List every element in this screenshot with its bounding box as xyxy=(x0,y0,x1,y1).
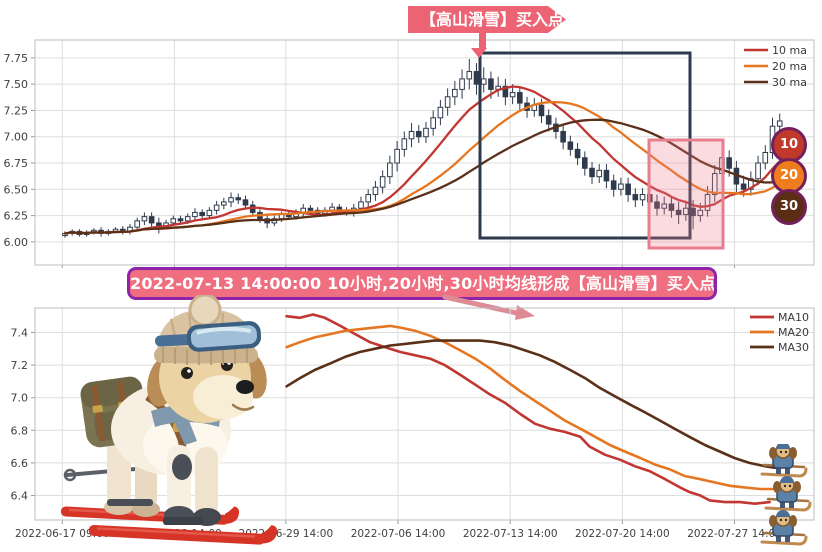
top-candlestick-chart: 6.00 6.25 6.50 6.75 7.00 7.25 7.50 7.75 10 ma 20 … xyxy=(4,39,815,268)
svg-text:6.00: 6.00 xyxy=(4,236,29,249)
ma10-line xyxy=(285,313,771,505)
pixel-skier-icon xyxy=(760,508,808,546)
legend: MA10 MA20 MA30 xyxy=(750,311,809,354)
svg-text:MA10: MA10 xyxy=(778,311,809,324)
ma20-line xyxy=(285,324,774,491)
svg-text:30 ma: 30 ma xyxy=(772,76,807,89)
pixel-skier-icon xyxy=(764,474,812,512)
svg-text:6.6: 6.6 xyxy=(11,457,29,470)
svg-text:7.2: 7.2 xyxy=(11,359,29,372)
dark-highlight-box xyxy=(478,51,692,240)
callout-down-arrowhead-icon xyxy=(471,48,487,58)
svg-text:6.25: 6.25 xyxy=(4,210,29,223)
svg-text:7.00: 7.00 xyxy=(4,131,29,144)
ma-30-line xyxy=(63,118,781,235)
svg-text:2022-07-06 14:00: 2022-07-06 14:00 xyxy=(351,528,446,540)
event-banner: 2022-07-13 14:00:00 10小时,20小时,30小时均线形成【高… xyxy=(127,267,717,300)
svg-text:2022-07-13 14:00: 2022-07-13 14:00 xyxy=(463,528,558,540)
pink-highlight-box xyxy=(647,138,725,250)
svg-text:MA30: MA30 xyxy=(778,341,809,354)
svg-text:10 ma: 10 ma xyxy=(772,44,807,57)
pixel-skier-icon xyxy=(760,444,808,478)
svg-text:2022-06-17 09:00: 2022-06-17 09:00 xyxy=(15,528,110,540)
ma30-line xyxy=(285,339,777,470)
dog-skier-image xyxy=(60,295,278,545)
svg-text:2022-07-27 14:00: 2022-07-27 14:00 xyxy=(687,528,782,540)
bottom-ma-line-chart: 6.4 6.6 6.8 7.0 7.2 7.4 2022-06-17 09:00 2022-0… xyxy=(11,307,815,540)
banner-pointer-arrow-icon xyxy=(442,294,535,320)
svg-text:6.75: 6.75 xyxy=(4,157,29,170)
svg-text:7.0: 7.0 xyxy=(11,392,29,405)
svg-text:2022-07-20 14:00: 2022-07-20 14:00 xyxy=(575,528,670,540)
ma30-badge: 30 xyxy=(771,189,807,225)
callout-down-arrow-icon xyxy=(479,32,486,49)
svg-text:7.4: 7.4 xyxy=(11,326,29,339)
svg-text:7.25: 7.25 xyxy=(4,104,29,117)
pixel-skier-stack xyxy=(760,444,812,546)
legend: 10 ma 20 ma 30 ma xyxy=(744,44,807,89)
svg-text:6.50: 6.50 xyxy=(4,183,29,196)
svg-text:6.4: 6.4 xyxy=(11,490,29,503)
svg-text:7.75: 7.75 xyxy=(4,52,29,65)
ma-10-line xyxy=(63,85,781,235)
svg-text:MA20: MA20 xyxy=(778,326,809,339)
buy-point-callout: 【高山滑雪】买入点 xyxy=(408,6,566,33)
svg-text:20 ma: 20 ma xyxy=(772,60,807,73)
svg-text:6.8: 6.8 xyxy=(11,424,29,437)
svg-text:7.50: 7.50 xyxy=(4,78,29,91)
